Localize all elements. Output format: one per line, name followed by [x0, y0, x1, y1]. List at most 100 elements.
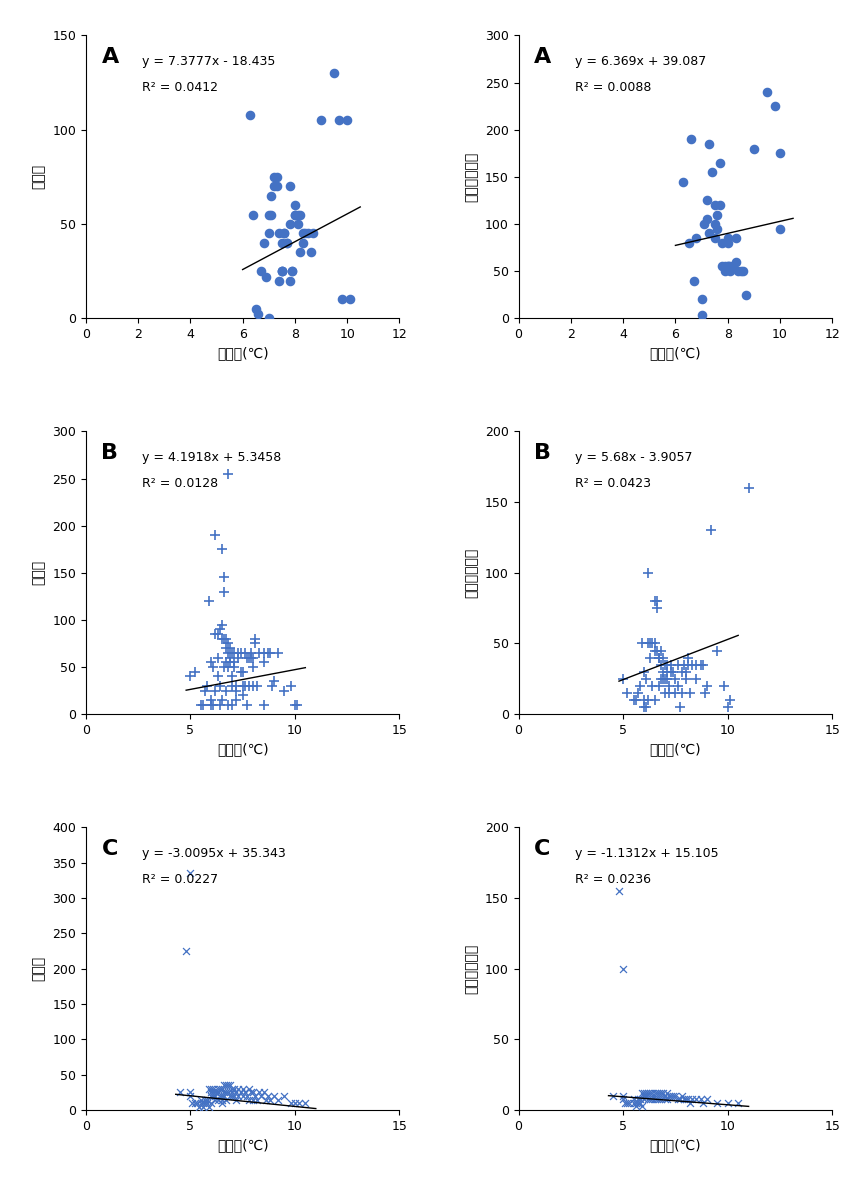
- Point: [671, 1089, 685, 1108]
- Point: [662, 677, 676, 696]
- Point: [226, 667, 239, 686]
- Point: [667, 663, 680, 681]
- Point: [721, 234, 734, 253]
- Point: [626, 1089, 640, 1108]
- Point: [249, 299, 263, 318]
- Point: [726, 257, 740, 276]
- Point: [677, 1089, 691, 1108]
- Point: [257, 1083, 270, 1102]
- Point: [211, 648, 225, 667]
- Point: [650, 1084, 663, 1103]
- Point: [335, 291, 349, 309]
- Point: [690, 1089, 704, 1108]
- Point: [656, 663, 670, 681]
- Text: y = -1.1312x + 15.105: y = -1.1312x + 15.105: [575, 847, 719, 860]
- Point: [278, 224, 292, 243]
- Point: [227, 1087, 241, 1105]
- Point: [637, 691, 651, 710]
- Point: [232, 1087, 245, 1105]
- Point: [214, 540, 228, 559]
- Point: [656, 648, 670, 667]
- Point: [705, 163, 719, 182]
- Point: [296, 224, 310, 243]
- Point: [223, 639, 237, 658]
- Point: [202, 1079, 216, 1098]
- Point: [275, 262, 288, 281]
- Point: [173, 1083, 187, 1102]
- Point: [283, 177, 297, 196]
- Point: [773, 220, 787, 239]
- Point: [252, 644, 266, 663]
- Point: [645, 1089, 659, 1108]
- Point: [648, 592, 662, 611]
- Point: [192, 1097, 206, 1116]
- Point: [251, 1090, 264, 1109]
- Y-axis label: 만명당발생률: 만명당발생률: [464, 548, 478, 598]
- Point: [179, 941, 193, 960]
- Point: [721, 698, 734, 717]
- Point: [637, 1089, 651, 1108]
- Point: [704, 521, 718, 540]
- Point: [284, 677, 298, 696]
- Point: [650, 592, 663, 611]
- Y-axis label: 만명당발생률: 만명당발생률: [464, 944, 478, 994]
- Point: [217, 1076, 231, 1095]
- Point: [620, 1094, 634, 1113]
- Point: [226, 1079, 239, 1098]
- Point: [679, 670, 692, 689]
- Point: [233, 663, 247, 681]
- Point: [718, 257, 732, 276]
- Point: [619, 1094, 632, 1113]
- Point: [211, 1079, 225, 1098]
- Point: [185, 1094, 199, 1113]
- Point: [246, 658, 260, 677]
- Point: [662, 684, 676, 703]
- Point: [686, 1089, 699, 1108]
- Point: [272, 272, 286, 291]
- X-axis label: 일교차(℃): 일교차(℃): [650, 346, 701, 360]
- Point: [213, 677, 227, 696]
- Point: [654, 1089, 668, 1108]
- Point: [226, 1087, 239, 1105]
- Point: [304, 243, 317, 262]
- Point: [214, 1090, 228, 1109]
- Point: [233, 1083, 247, 1102]
- Point: [616, 1089, 630, 1108]
- Point: [198, 1094, 212, 1113]
- Point: [660, 1084, 674, 1103]
- Text: C: C: [535, 839, 551, 859]
- Point: [211, 1083, 225, 1102]
- Point: [327, 64, 341, 83]
- Point: [246, 677, 260, 696]
- Point: [656, 670, 670, 689]
- Point: [633, 1094, 647, 1113]
- Point: [236, 686, 250, 705]
- Point: [184, 1083, 197, 1102]
- Point: [271, 1090, 285, 1109]
- Point: [223, 1087, 237, 1105]
- Point: [246, 1083, 260, 1102]
- Point: [214, 691, 228, 710]
- Point: [245, 644, 258, 663]
- Point: [194, 1094, 208, 1113]
- Point: [213, 1087, 227, 1105]
- Point: [626, 691, 640, 710]
- Point: [631, 1089, 644, 1108]
- Point: [681, 234, 695, 253]
- Point: [229, 1083, 243, 1102]
- Point: [213, 1079, 227, 1098]
- Point: [683, 684, 697, 703]
- Point: [645, 1084, 659, 1103]
- Point: [248, 1087, 262, 1105]
- Point: [341, 111, 354, 130]
- Point: [264, 187, 278, 205]
- Point: [213, 696, 227, 715]
- Point: [664, 655, 678, 674]
- Point: [658, 684, 672, 703]
- Point: [650, 641, 663, 660]
- Point: [278, 224, 292, 243]
- Point: [232, 644, 245, 663]
- Point: [214, 615, 228, 634]
- Point: [713, 196, 727, 215]
- Point: [207, 1079, 221, 1098]
